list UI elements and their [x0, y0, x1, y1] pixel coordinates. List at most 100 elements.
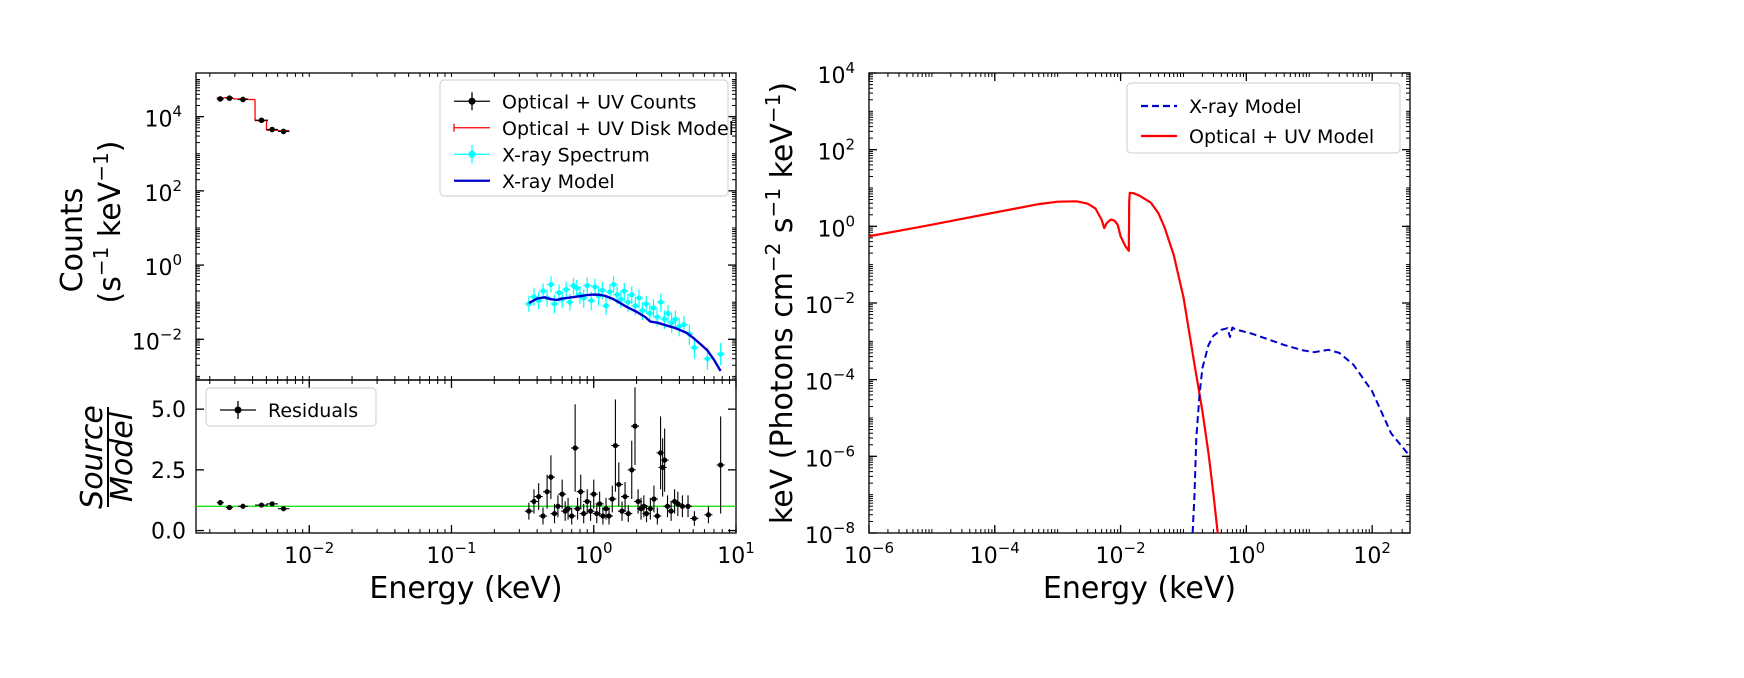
- xray-point: [643, 301, 649, 307]
- residual-point: [559, 491, 565, 497]
- xray-point: [681, 321, 687, 328]
- x-tick-label: 10−2: [1096, 539, 1146, 569]
- residual-point: [705, 512, 712, 518]
- xray-point: [556, 290, 562, 296]
- residual-point: [651, 496, 657, 502]
- y-tick-label: 104: [144, 103, 182, 133]
- residual-point: [531, 498, 537, 505]
- xray-point: [636, 295, 642, 301]
- xray-point: [611, 281, 617, 288]
- y-tick-label: 102: [144, 177, 182, 207]
- xray-point: [584, 282, 590, 289]
- xray-point: [661, 316, 668, 322]
- xray-point: [665, 310, 671, 316]
- residual-point: [587, 508, 594, 514]
- y-tick-label: 5.0: [151, 398, 186, 423]
- xray-point: [654, 314, 660, 320]
- residual-point: [606, 513, 612, 519]
- xray-point: [574, 285, 580, 291]
- legend-item: X-ray Model: [454, 171, 615, 193]
- xray-point: [669, 320, 675, 326]
- optical-uv-counts-series: [216, 95, 290, 135]
- model-spectra-panel: 10−6 10−4 10−2 100 10210410210010−210−410−61…: [761, 59, 1411, 606]
- x-tick-label: 100: [1228, 539, 1266, 569]
- xray-point: [621, 288, 627, 294]
- legend-key-marker: [468, 150, 476, 158]
- residual-point: [632, 423, 638, 429]
- y-tick-label: 0.0: [151, 520, 186, 545]
- xray-point: [603, 303, 609, 309]
- xray-point: [691, 344, 697, 351]
- xray-model-dashed-line: [1191, 326, 1410, 533]
- legend-item: Optical + UV Counts: [454, 91, 696, 113]
- legend-box: [439, 79, 729, 197]
- xray-point: [629, 292, 635, 298]
- xray-point: [618, 296, 624, 302]
- xray-point: [563, 286, 569, 293]
- xray-point: [540, 288, 546, 294]
- axes-frame: [195, 379, 737, 534]
- residual-point: [654, 513, 660, 519]
- counts-point: [269, 126, 275, 133]
- residual-point: [685, 503, 691, 509]
- y-tick-label: 10−6: [805, 442, 855, 472]
- residual-point: [643, 510, 650, 517]
- residual-point: [594, 510, 600, 517]
- y-tick-label: 10−4: [805, 366, 855, 396]
- residual-point: [629, 467, 635, 473]
- residual-point: [258, 502, 265, 508]
- x-axis-label: Energy (keV): [369, 571, 562, 606]
- x-tick-label: 102: [1353, 539, 1391, 569]
- residual-point: [647, 506, 653, 512]
- xray-point: [531, 294, 537, 300]
- ratio-numerator: Source: [75, 405, 110, 509]
- residual-point: [555, 503, 561, 509]
- residual-point: [662, 457, 668, 463]
- residual-point: [548, 474, 554, 480]
- legend-item: Optical + UV Model: [1141, 126, 1374, 148]
- counts-point: [226, 95, 233, 101]
- y-axis-label-counts: Counts: [55, 188, 90, 293]
- residual-point: [569, 513, 575, 519]
- xray-point: [676, 323, 682, 330]
- residual-point: [269, 501, 275, 507]
- x-tick-label: 101: [717, 539, 755, 569]
- xray-point: [650, 305, 657, 311]
- residual-point: [581, 510, 587, 517]
- xray-point: [592, 284, 598, 290]
- xray-point: [639, 307, 646, 314]
- xray-point: [647, 310, 653, 316]
- residual-point: [664, 503, 671, 509]
- disk-model-series: [216, 96, 290, 132]
- xray-point: [718, 351, 724, 357]
- residual-point: [619, 508, 625, 514]
- residual-point: [572, 445, 578, 451]
- x-axis-label: Energy (keV): [1043, 571, 1236, 606]
- counts-panel: 104 102 100 10−2 Optical + UV Counts Optical …: [55, 72, 737, 381]
- xray-point: [551, 301, 558, 307]
- residual-point: [584, 498, 590, 505]
- residual-point: [217, 500, 223, 506]
- y-tick-label: 10−2: [805, 289, 855, 319]
- residual-point: [625, 510, 631, 517]
- xray-point: [658, 299, 664, 305]
- xray-point: [548, 281, 554, 288]
- counts-point: [280, 128, 287, 135]
- legend-label: X-ray Model: [1189, 96, 1302, 118]
- legend-label: Optical + UV Model: [1189, 126, 1374, 148]
- residual-point: [544, 489, 550, 495]
- legend-item: X-ray Spectrum: [454, 144, 650, 166]
- legend-key-marker: [468, 97, 476, 105]
- y-axis-label-units: (s−1 keV−1): [89, 141, 128, 304]
- residual-point: [578, 489, 584, 495]
- legend-item: X-ray Model: [1141, 96, 1302, 118]
- x-tick-label: 10−2: [284, 539, 334, 569]
- xray-point: [614, 292, 620, 298]
- residual-point: [616, 481, 622, 488]
- residual-point: [600, 513, 606, 519]
- residual-point: [551, 510, 558, 517]
- residual-point: [668, 508, 674, 514]
- residual-point: [540, 513, 546, 519]
